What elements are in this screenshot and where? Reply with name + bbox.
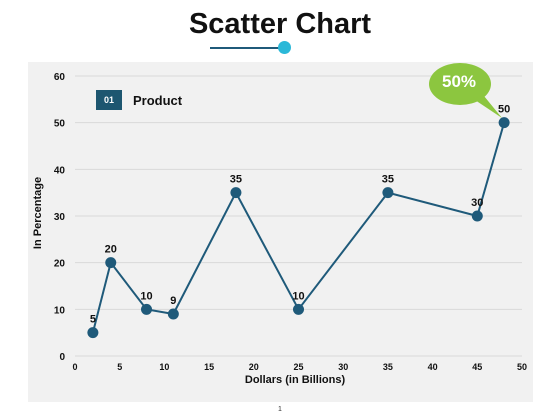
- y-tick-label: 30: [54, 212, 66, 223]
- y-axis-label: In Percentage: [32, 177, 44, 249]
- data-point: [105, 257, 117, 269]
- x-tick-label: 30: [338, 362, 348, 372]
- data-label: 10: [140, 290, 152, 302]
- data-point: [471, 210, 483, 222]
- data-point: [167, 308, 179, 320]
- data-label: 35: [230, 174, 242, 186]
- y-tick-label: 40: [54, 165, 66, 176]
- y-tick-label: 0: [59, 352, 65, 363]
- data-label: 5: [90, 314, 96, 326]
- title-decoration: [210, 40, 300, 56]
- x-tick-label: 20: [249, 362, 259, 372]
- y-tick-label: 10: [54, 305, 66, 316]
- x-tick-label: 15: [204, 362, 214, 372]
- x-tick-label: 5: [117, 362, 122, 372]
- x-tick-label: 40: [428, 362, 438, 372]
- page-number: 1: [278, 406, 282, 413]
- data-label: 35: [382, 174, 394, 186]
- data-point: [230, 187, 242, 199]
- data-labels: 5 20 10 9 35 10 35 30 50: [90, 104, 510, 326]
- data-label: 9: [170, 295, 176, 307]
- data-label: 20: [105, 244, 117, 256]
- legend: 01 Product: [96, 90, 182, 110]
- y-tick-labels: 0 10 20 30 40 50 60: [54, 72, 66, 363]
- data-point: [141, 303, 153, 315]
- title-underline: [210, 47, 282, 49]
- data-label: 30: [471, 197, 483, 209]
- legend-label: Product: [133, 92, 183, 108]
- x-tick-labels: 0 5 10 15 20 25 30 35 40 45 50: [72, 362, 527, 372]
- data-point: [293, 303, 304, 315]
- data-point: [498, 117, 510, 129]
- callout-bubble: [429, 63, 502, 118]
- callout-text: 50%: [441, 72, 477, 91]
- x-tick-label: 0: [72, 362, 77, 372]
- title-dot: [278, 41, 291, 54]
- gridlines: [75, 75, 522, 357]
- x-axis-label: Dollars (in Billions): [245, 374, 346, 386]
- data-point: [87, 327, 99, 339]
- chart-title: Scatter Chart: [188, 8, 372, 40]
- y-tick-label: 20: [54, 259, 66, 270]
- data-label: 10: [292, 290, 304, 302]
- x-tick-label: 10: [159, 362, 169, 372]
- x-tick-label: 35: [383, 362, 393, 372]
- data-points: [87, 117, 510, 339]
- x-tick-label: 50: [517, 362, 527, 372]
- y-tick-label: 50: [54, 119, 66, 130]
- data-point: [382, 187, 394, 199]
- y-tick-label: 60: [54, 72, 66, 83]
- data-label: 50: [498, 104, 510, 116]
- legend-badge: 01: [96, 90, 122, 110]
- x-tick-label: 25: [293, 362, 303, 372]
- x-tick-label: 45: [472, 362, 482, 372]
- chart-panel: [28, 62, 533, 402]
